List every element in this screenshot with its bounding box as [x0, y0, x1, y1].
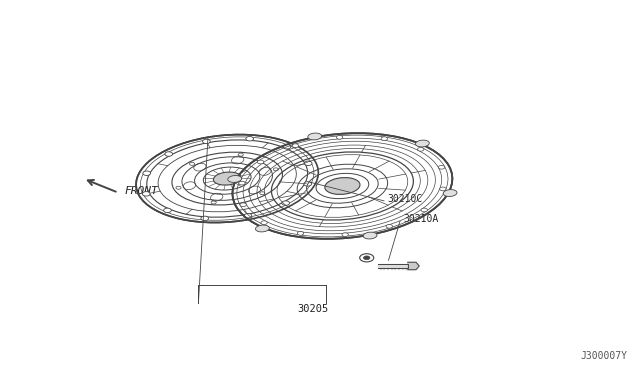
Circle shape: [244, 214, 252, 218]
Circle shape: [211, 201, 216, 204]
Circle shape: [260, 192, 265, 195]
Ellipse shape: [443, 190, 457, 196]
Circle shape: [421, 208, 428, 212]
Ellipse shape: [228, 176, 242, 182]
Circle shape: [238, 153, 243, 156]
Circle shape: [273, 168, 278, 171]
Circle shape: [257, 160, 264, 164]
Circle shape: [292, 144, 299, 148]
Circle shape: [381, 137, 387, 141]
Text: 30205: 30205: [298, 304, 329, 314]
Ellipse shape: [363, 232, 377, 239]
Circle shape: [282, 201, 289, 205]
Circle shape: [417, 147, 424, 151]
Circle shape: [360, 254, 374, 262]
Ellipse shape: [136, 135, 318, 222]
Ellipse shape: [415, 140, 429, 147]
Circle shape: [203, 139, 211, 144]
Circle shape: [143, 192, 150, 196]
Ellipse shape: [213, 172, 241, 185]
Circle shape: [304, 161, 312, 166]
Text: 30210C: 30210C: [387, 194, 422, 204]
Polygon shape: [408, 262, 419, 270]
Text: J300007Y: J300007Y: [580, 351, 627, 361]
Ellipse shape: [255, 225, 269, 232]
Circle shape: [298, 231, 304, 235]
Circle shape: [304, 182, 312, 186]
Circle shape: [240, 203, 246, 206]
Circle shape: [143, 171, 150, 176]
Polygon shape: [378, 264, 408, 268]
Circle shape: [176, 186, 181, 189]
Circle shape: [337, 135, 343, 139]
Ellipse shape: [325, 177, 360, 195]
Circle shape: [164, 208, 172, 213]
Circle shape: [440, 187, 446, 191]
Circle shape: [239, 181, 245, 185]
Ellipse shape: [232, 133, 452, 239]
Ellipse shape: [308, 133, 322, 140]
Circle shape: [364, 256, 370, 260]
Circle shape: [342, 233, 348, 237]
Circle shape: [165, 152, 173, 156]
Circle shape: [386, 224, 392, 228]
Text: FRONT: FRONT: [125, 186, 159, 196]
Circle shape: [261, 221, 268, 225]
Circle shape: [189, 162, 195, 165]
Text: 30210A: 30210A: [403, 215, 438, 224]
Circle shape: [283, 144, 291, 149]
Circle shape: [201, 216, 209, 221]
Circle shape: [246, 137, 253, 141]
Circle shape: [438, 166, 445, 169]
